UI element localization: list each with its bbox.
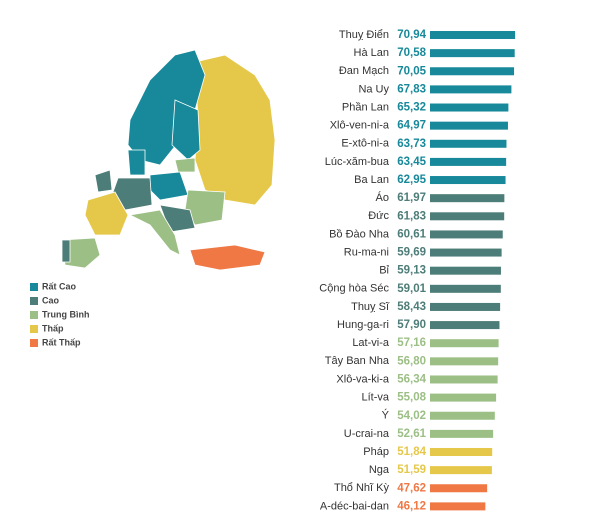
value-label: 63,73 (397, 138, 426, 150)
value-label: 59,13 (397, 265, 426, 277)
category-label: Hung-ga-ri (337, 319, 389, 331)
legend-swatch (30, 297, 38, 305)
value-label: 55,08 (397, 392, 426, 404)
category-label: Thuỵ Sĩ (351, 301, 390, 313)
value-label: 47,62 (397, 482, 426, 494)
category-label: Hà Lan (354, 47, 389, 59)
legend-swatch (30, 311, 38, 319)
bar (430, 321, 500, 330)
bar (430, 85, 512, 94)
value-label: 57,16 (397, 337, 426, 349)
value-label: 56,34 (397, 374, 426, 386)
bar (430, 194, 505, 203)
bar (430, 447, 493, 456)
category-label: Đức (368, 210, 389, 222)
value-label: 60,61 (397, 228, 426, 240)
category-label: Xlô-va-ki-a (336, 373, 389, 385)
category-label: U-crai-na (344, 428, 390, 440)
legend-label: Rất Thấp (42, 337, 81, 347)
category-label: Xlô-ven-ni-a (330, 120, 390, 132)
value-label: 46,12 (397, 500, 426, 512)
legend-label: Trung Bình (42, 309, 90, 319)
bar (430, 176, 506, 185)
bar (430, 302, 501, 311)
value-label: 70,58 (397, 47, 426, 59)
bar (430, 375, 498, 384)
category-label: Lít-va (361, 392, 389, 404)
bar (430, 157, 507, 166)
value-label: 57,90 (397, 319, 426, 331)
bar (430, 466, 492, 475)
category-label: Bồ Đào Nha (329, 228, 390, 240)
category-label: Na Uy (358, 83, 389, 95)
category-label: Pháp (363, 446, 389, 458)
legend-swatch (30, 339, 38, 347)
value-label: 51,59 (397, 464, 426, 476)
bar (430, 266, 501, 275)
bar (430, 103, 509, 112)
category-label: Lúc-xăm-bua (325, 156, 390, 168)
bar (430, 212, 505, 221)
legend-swatch (30, 283, 38, 291)
value-label: 70,05 (397, 65, 426, 77)
value-label: 54,02 (397, 410, 426, 422)
value-label: 67,83 (397, 83, 426, 95)
value-label: 58,43 (397, 301, 426, 313)
value-label: 52,61 (397, 428, 426, 440)
value-label: 64,97 (397, 120, 426, 132)
category-label: Cộng hòa Séc (319, 283, 389, 295)
category-label: Lat-vi-a (352, 337, 390, 349)
legend-swatch (30, 325, 38, 333)
value-label: 59,69 (397, 247, 426, 259)
category-label: Ru-ma-ni (344, 246, 389, 258)
bar (430, 411, 495, 420)
legend-label: Thấp (42, 323, 64, 333)
value-label: 61,83 (397, 210, 426, 222)
category-label: A-déc-bai-dan (320, 500, 389, 512)
legend-label: Rất Cao (42, 281, 77, 291)
value-label: 51,84 (397, 446, 426, 458)
bar (430, 429, 494, 438)
bar (430, 139, 507, 148)
category-label: Ba Lan (354, 174, 389, 186)
category-label: Bỉ (379, 265, 389, 277)
bar (430, 230, 503, 239)
bar (430, 31, 516, 39)
bar (430, 484, 488, 493)
legend-label: Cao (42, 295, 60, 305)
bar (430, 284, 501, 293)
value-label: 65,32 (397, 102, 426, 114)
category-label: Thổ Nhĩ Kỳ (334, 482, 390, 494)
bar (430, 339, 499, 348)
category-label: E-xtô-ni-a (341, 138, 390, 150)
bar (430, 49, 515, 58)
category-label: Áo (376, 191, 389, 204)
category-label: Đan Mạch (339, 65, 389, 77)
map (61, 49, 276, 271)
value-label: 62,95 (397, 174, 426, 186)
bar (430, 248, 502, 257)
value-label: 70,94 (397, 29, 426, 41)
value-label: 59,01 (397, 283, 426, 295)
value-label: 63,45 (397, 156, 426, 168)
bar (430, 502, 486, 511)
category-label: Thuỵ Điển (339, 29, 389, 41)
bar (430, 357, 499, 366)
category-label: Ý (382, 409, 390, 422)
bar (430, 67, 515, 76)
category-label: Phần Lan (342, 101, 389, 113)
bar (430, 393, 497, 402)
category-label: Nga (369, 464, 390, 476)
category-label: Tây Ban Nha (325, 355, 390, 367)
value-label: 56,80 (397, 355, 426, 367)
bar (430, 121, 508, 130)
value-label: 61,97 (397, 192, 426, 204)
